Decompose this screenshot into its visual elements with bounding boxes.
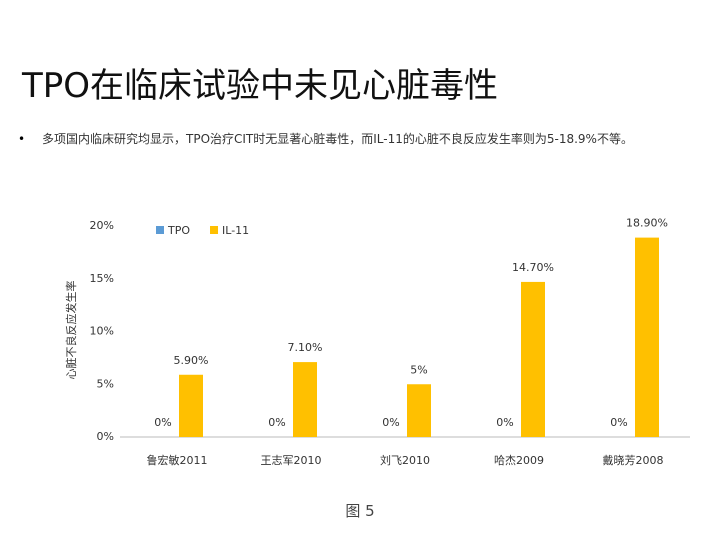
bar — [635, 237, 659, 437]
bar — [293, 362, 317, 437]
legend-swatch — [156, 226, 164, 234]
value-label: 5% — [410, 363, 427, 376]
bullet-dot: • — [18, 132, 26, 146]
x-tick-label: 刘飞2010 — [380, 454, 430, 467]
value-label: 0% — [496, 416, 513, 429]
bar — [521, 281, 545, 437]
legend-label: IL-11 — [222, 224, 249, 237]
bar — [407, 384, 431, 437]
y-tick-label: 20% — [90, 219, 114, 232]
y-tick-label: 15% — [90, 272, 114, 285]
y-axis-label: 心脏不良反应发生率 — [64, 281, 78, 380]
bar — [179, 374, 203, 437]
y-tick-label: 10% — [90, 325, 114, 338]
legend-label: TPO — [167, 224, 190, 237]
legend-swatch — [210, 226, 219, 234]
x-tick-label: 戴晓芳2008 — [603, 453, 664, 467]
y-tick-label: 0% — [97, 430, 114, 443]
value-label: 0% — [382, 416, 399, 429]
value-label: 0% — [268, 416, 285, 429]
caption: 图 5 — [345, 502, 375, 520]
y-tick-label: 5% — [97, 377, 114, 390]
x-tick-label: 鲁宏敏2011 — [147, 453, 208, 467]
value-label: 0% — [610, 416, 627, 429]
bullet-text: 多项国内临床研究均显示，TPO治疗CIT时无显著心脏毒性，而IL-11的心脏不良… — [42, 132, 633, 146]
value-label: 0% — [154, 416, 171, 429]
value-label: 7.10% — [288, 341, 323, 354]
value-label: 18.90% — [626, 217, 668, 230]
x-tick-label: 王志军2010 — [261, 454, 322, 467]
x-tick-label: 哈杰2009 — [494, 454, 544, 467]
value-label: 5.90% — [174, 354, 209, 367]
slide-title: TPO在临床试验中未见心脏毒性 — [22, 66, 499, 106]
value-label: 14.70% — [512, 261, 554, 274]
